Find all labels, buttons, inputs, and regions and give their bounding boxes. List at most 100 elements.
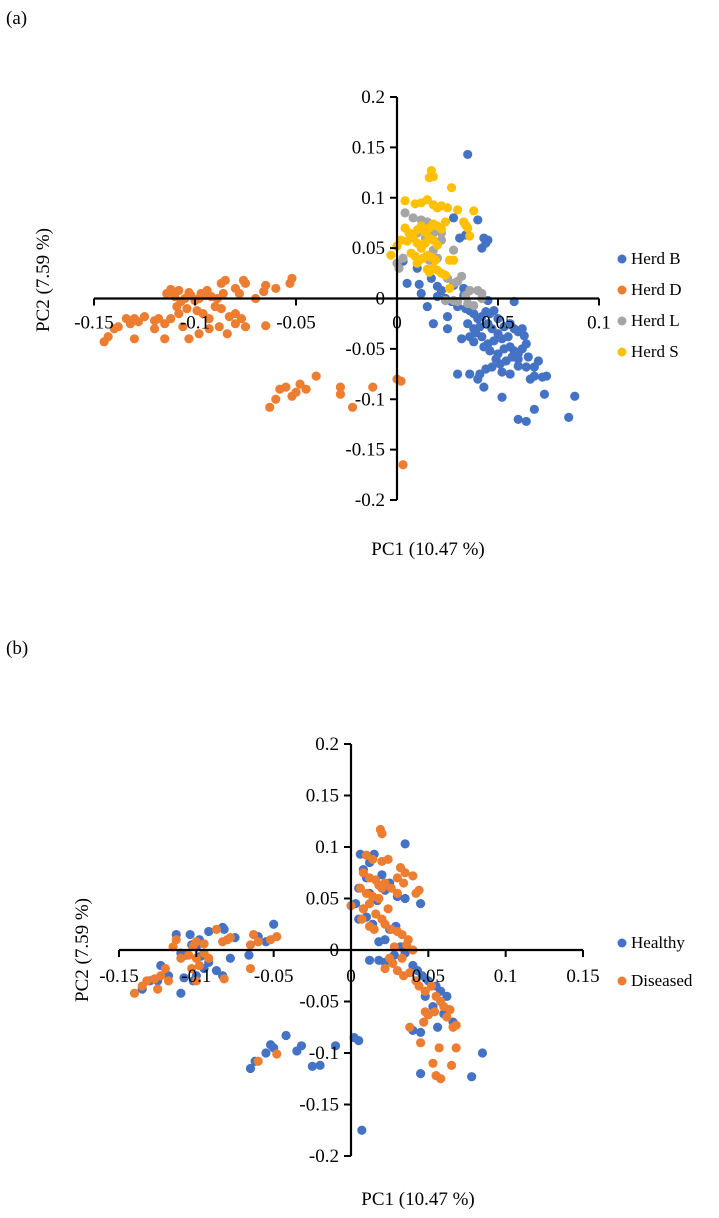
data-point: [204, 314, 214, 324]
data-point: [392, 873, 402, 883]
data-point: [271, 394, 281, 404]
data-point: [245, 1063, 256, 1074]
data-point: [121, 314, 131, 324]
y-tick-label: -0.1: [355, 389, 385, 410]
data-point: [216, 278, 226, 288]
y-tick-label: -0.1: [309, 1043, 339, 1064]
data-point: [160, 319, 170, 329]
legend: Healthy Diseased: [617, 933, 693, 990]
data-point: [162, 288, 172, 299]
data-point: [149, 974, 160, 984]
data-point: [408, 213, 418, 223]
data-point: [448, 255, 459, 265]
data-point: [380, 963, 390, 974]
data-point: [416, 1069, 426, 1079]
data-point: [185, 929, 195, 940]
data-point: [451, 1043, 461, 1053]
x-tick-label: -0.1: [180, 313, 210, 334]
data-point: [414, 981, 424, 991]
data-point: [422, 195, 432, 205]
x-tick-label: -0.15: [99, 966, 139, 987]
data-point: [358, 868, 368, 878]
data-point: [430, 255, 440, 265]
data-point: [230, 283, 240, 294]
data-point: [570, 391, 580, 401]
data-point: [523, 352, 533, 362]
x-axis-title: PC1 (10.47 %): [361, 1189, 474, 1210]
data-point: [469, 300, 479, 311]
data-point: [380, 919, 390, 929]
data-point: [174, 309, 184, 319]
data-point: [396, 376, 406, 386]
pca-scatter-chart-b: -0.15 -0.1 -0.05 0 0.05 0.1 0.15 0.2 0.15 0.1 0.05…: [72, 734, 693, 1210]
y-tick-label: 0.15: [306, 786, 339, 807]
data-point: [184, 334, 194, 344]
data-point: [139, 312, 150, 322]
data-point: [109, 324, 119, 334]
data-point: [477, 243, 487, 253]
legend-marker-icon: [617, 938, 627, 948]
data-point: [236, 314, 247, 324]
data-point: [446, 1060, 457, 1070]
data-point: [497, 367, 507, 377]
legend-label: Herd B: [631, 249, 681, 268]
data-point: [481, 364, 491, 374]
data-point: [219, 974, 229, 984]
data-point: [204, 926, 214, 937]
data-point: [386, 250, 396, 260]
data-point: [440, 270, 451, 280]
y-tick-label: -0.05: [345, 339, 385, 360]
data-point: [371, 909, 381, 919]
data-point: [453, 205, 463, 215]
data-point: [398, 253, 408, 263]
legend-item: Healthy: [617, 933, 685, 952]
data-point: [199, 939, 209, 949]
data-point: [414, 279, 424, 289]
data-point: [473, 374, 483, 384]
y-tick-label: -0.15: [299, 1095, 339, 1116]
data-point: [539, 389, 550, 399]
y-tick-label: 0.15: [352, 137, 385, 158]
data-point: [420, 986, 430, 996]
data-point: [240, 278, 251, 288]
data-point: [211, 924, 222, 934]
data-point: [330, 1041, 341, 1051]
legend-marker-icon: [617, 976, 627, 986]
data-point: [244, 950, 254, 960]
data-point: [225, 953, 235, 963]
data-point: [194, 329, 204, 339]
x-tick-label: -0.1: [181, 966, 211, 987]
data-point: [477, 1048, 488, 1058]
data-point: [191, 976, 201, 986]
data-point: [394, 263, 404, 273]
data-point: [463, 319, 473, 329]
panel-label-b: (b): [6, 638, 29, 659]
data-point: [129, 334, 139, 344]
data-point: [397, 953, 407, 963]
x-tick-label: 0: [392, 313, 402, 334]
data-point: [457, 334, 467, 344]
data-point: [446, 183, 457, 193]
x-tick-label: -0.05: [254, 966, 294, 987]
data-point: [457, 271, 467, 281]
data-point: [400, 868, 410, 878]
x-tick-label: 0.15: [566, 966, 599, 987]
data-point: [188, 941, 198, 951]
legend-label: Healthy: [631, 933, 685, 952]
data-point: [431, 1071, 441, 1081]
y-tick-label: 0.2: [361, 87, 385, 108]
y-tick-label: -0.2: [309, 1146, 339, 1167]
data-point: [429, 1007, 440, 1017]
data-point: [479, 382, 489, 392]
data-point: [417, 971, 427, 981]
data-point: [433, 1022, 443, 1032]
legend-label: Diseased: [631, 971, 693, 990]
data-point: [416, 288, 426, 299]
data-point: [214, 322, 224, 332]
data-point: [469, 206, 479, 216]
series-herd-b: [398, 149, 580, 427]
data-point: [150, 324, 160, 334]
data-point: [358, 904, 368, 914]
data-point: [416, 899, 426, 909]
data-point: [380, 878, 390, 888]
